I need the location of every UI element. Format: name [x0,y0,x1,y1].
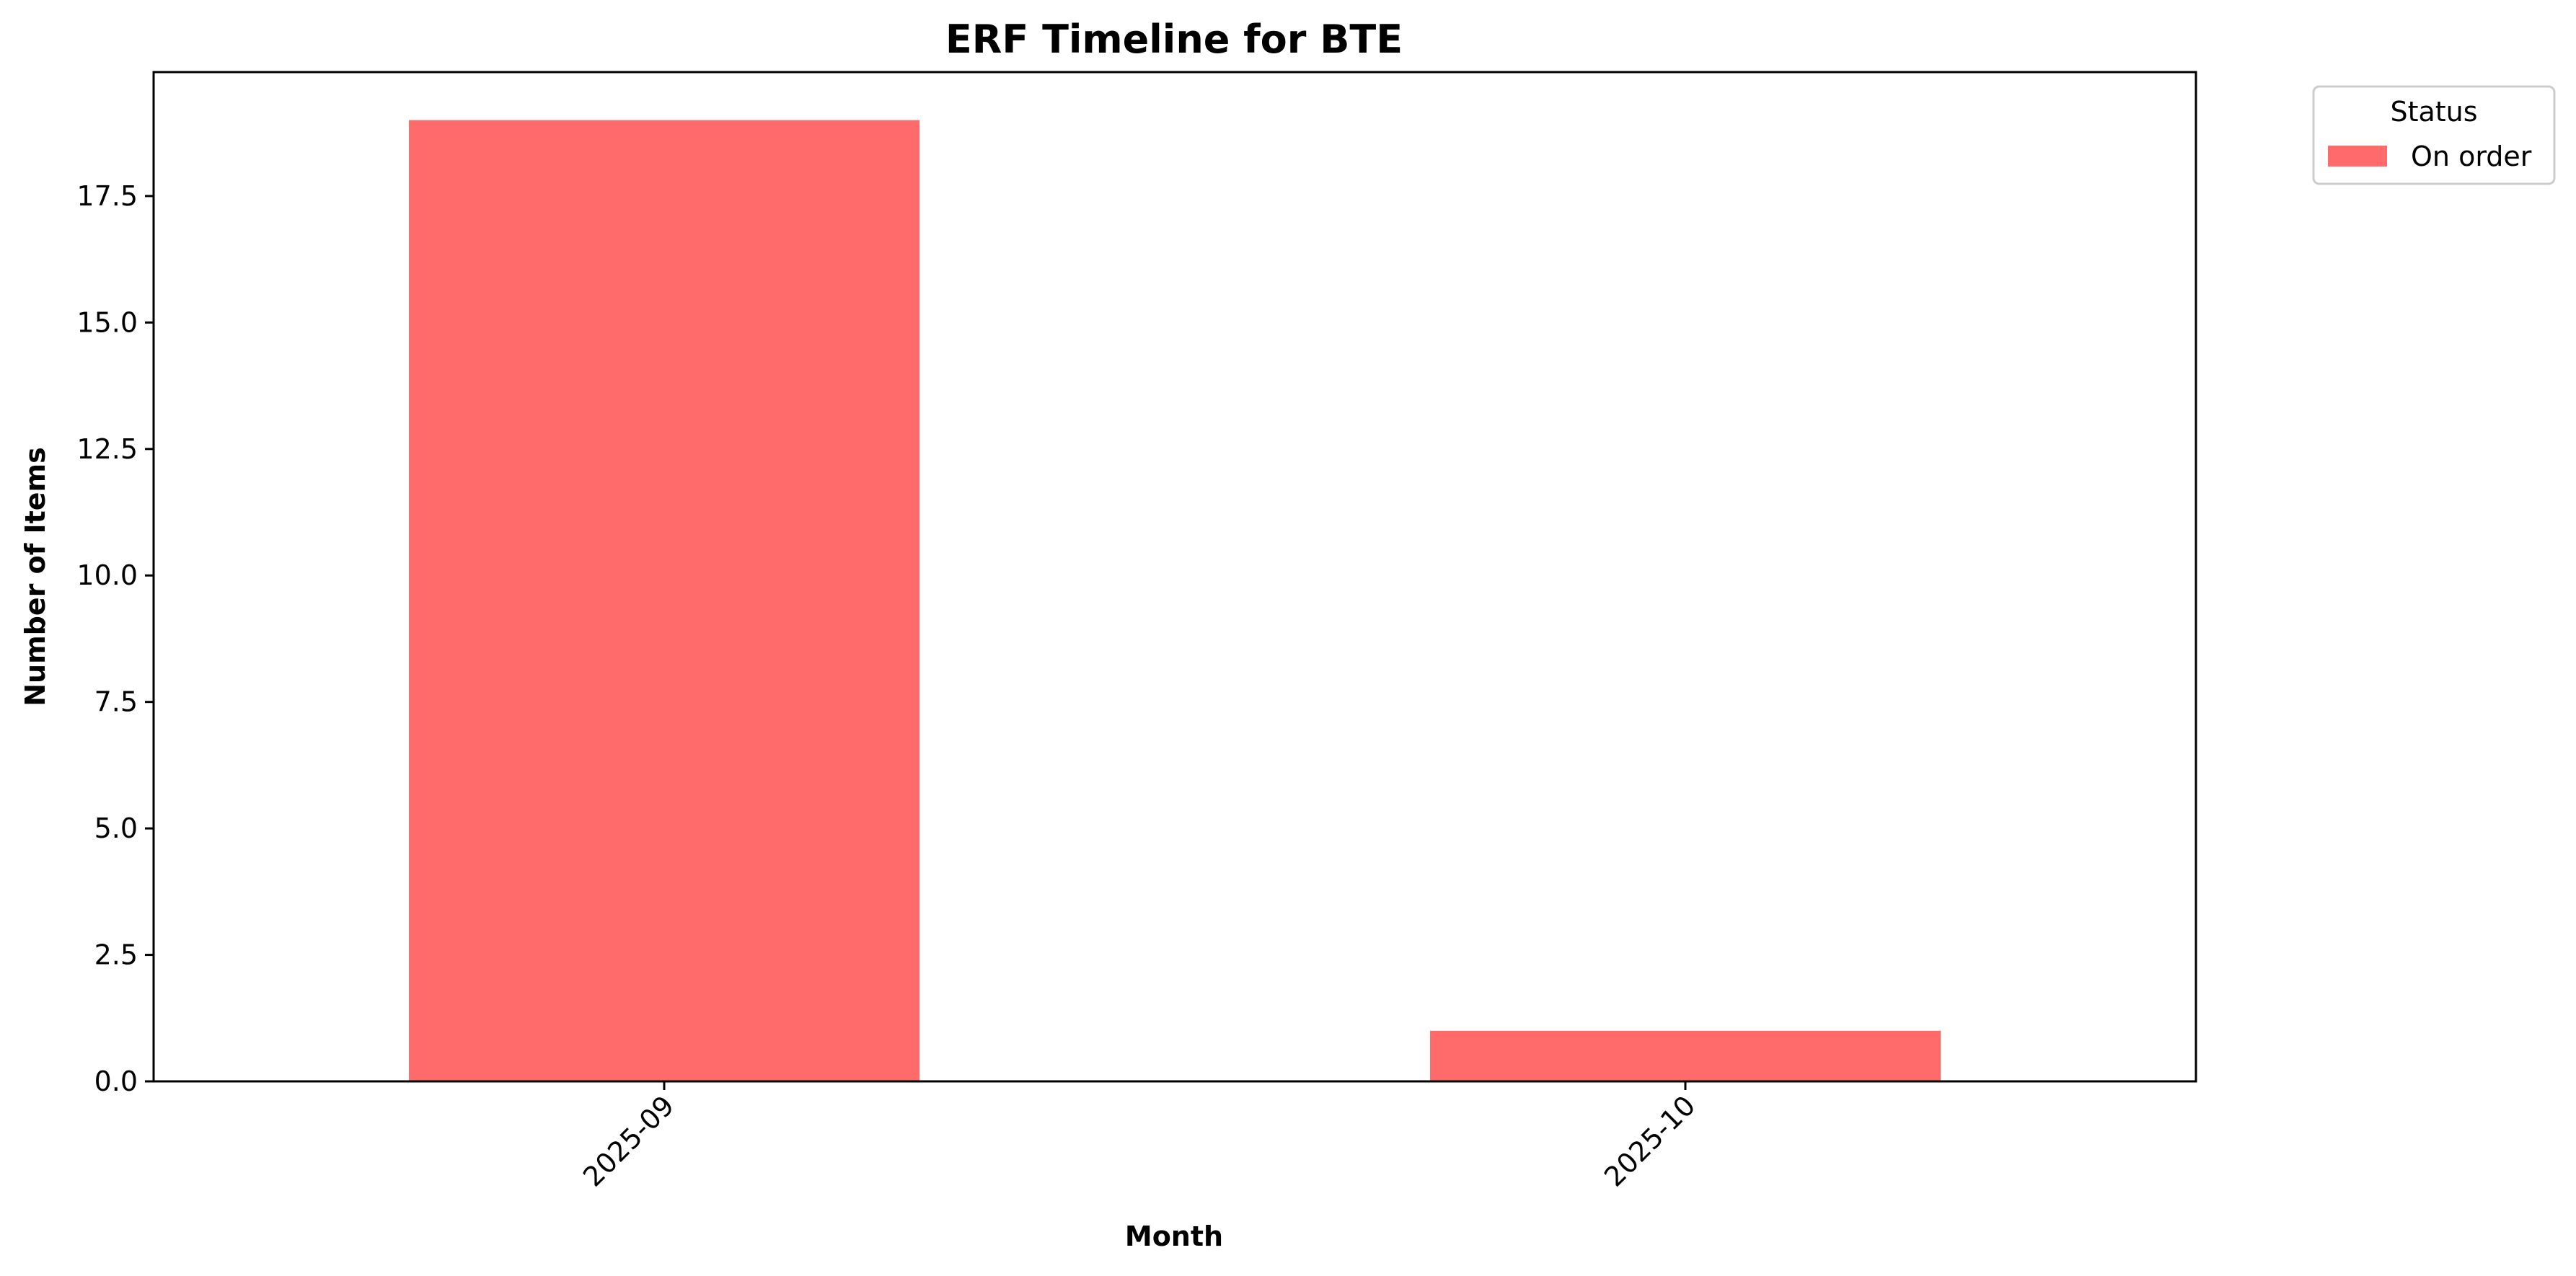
y-tick-label: 12.5 [76,433,138,465]
x-axis-label: Month [1125,1220,1223,1252]
legend-title: Status [2390,96,2477,128]
legend: Status On order [2312,85,2556,185]
plot-frame [152,71,2197,1083]
y-tick-label: 0.0 [94,1065,138,1097]
y-tick-label: 10.0 [76,559,138,591]
y-tick-label: 7.5 [94,686,138,718]
y-tick-label: 17.5 [76,180,138,212]
y-axis-label: Number of Items [19,447,51,706]
y-tick-label: 15.0 [76,306,138,338]
plot-area [409,120,1941,1082]
legend-swatch [2328,146,2387,167]
y-tick-label: 5.0 [94,812,138,844]
legend-label: On order [2411,141,2532,172]
y-axis: 0.0 2.5 5.0 7.5 10.0 12.5 15.0 17.5 [76,180,154,1097]
y-tick-label: 2.5 [94,939,138,971]
bar-2025-10 [1430,1030,1941,1081]
bar-2025-09 [409,120,919,1082]
chart-title: ERF Timeline for BTE [945,17,1403,62]
